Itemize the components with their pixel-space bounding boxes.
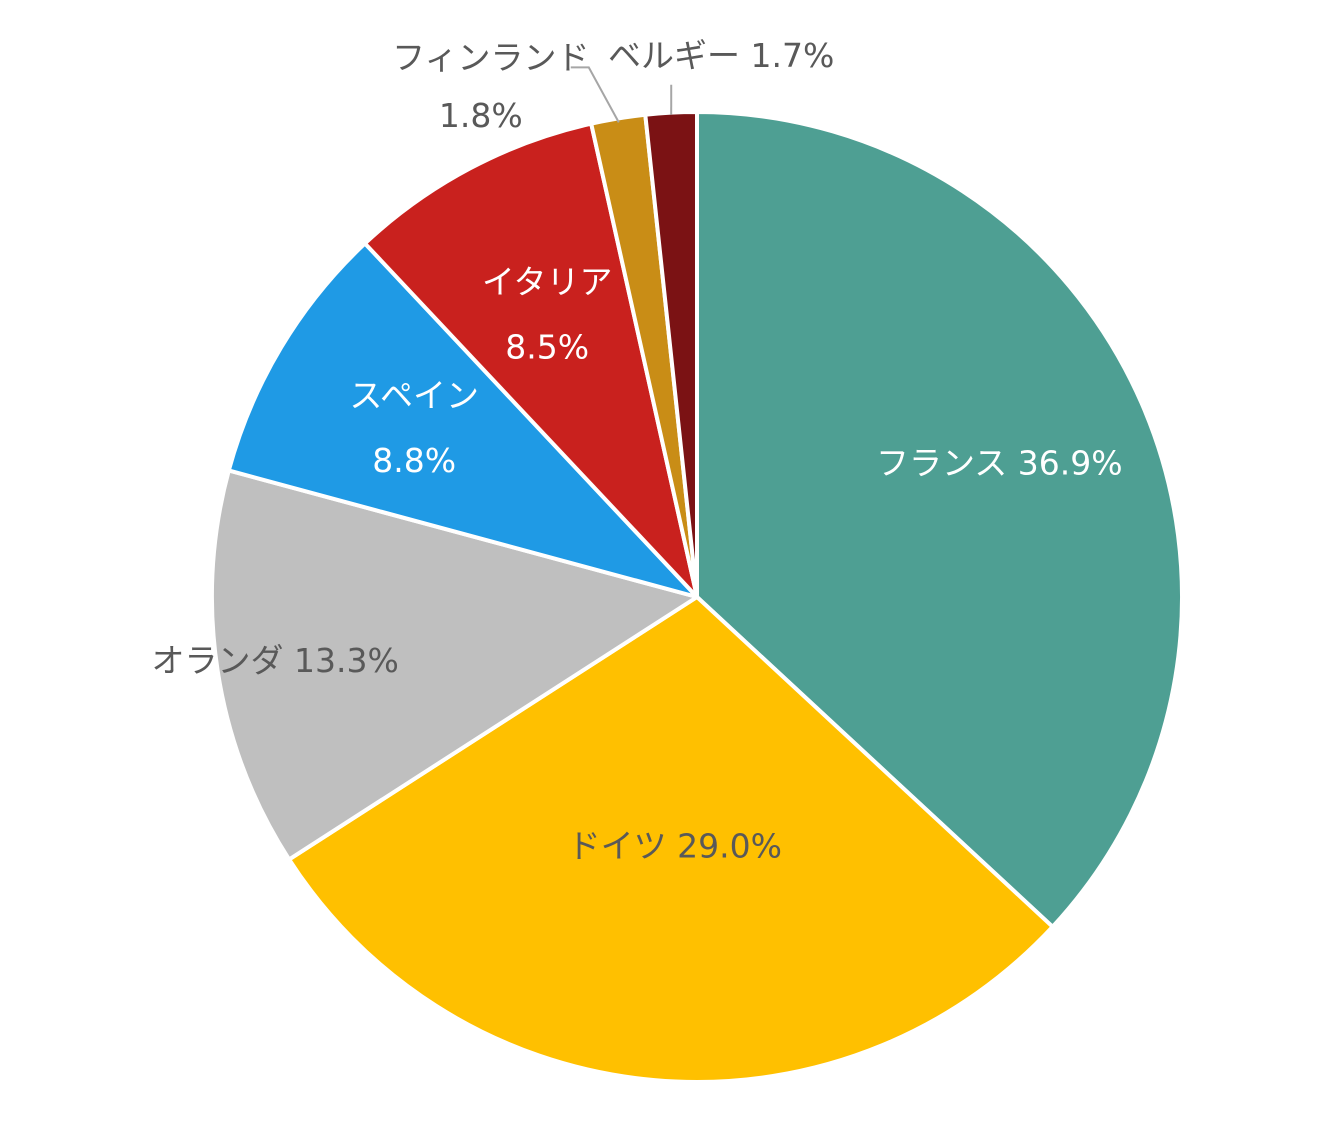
data-label-7: ベルギー 1.7% [608,36,834,75]
pie-slice-3 [210,468,699,862]
pie-slice-2 [287,595,1055,1084]
leader-line-6 [570,66,620,123]
data-label-2: ドイツ 29.0% [568,827,782,866]
pie-slice-4 [226,241,699,599]
data-label-name-5: イタリア [482,263,613,302]
pie-slice-1 [695,110,1185,929]
data-label-1: フランス 36.9% [876,444,1123,483]
pie-slice-5 [362,121,699,599]
data-label-name-6: フィンランド [392,38,589,77]
data-label-name-4: スペイン [349,376,479,415]
data-label-value-4: 8.8% [372,441,456,480]
data-label-value-5: 8.5% [505,328,589,367]
data-label-value-6: 1.8% [439,96,523,135]
data-label-3: オランダ 13.3% [152,641,399,680]
